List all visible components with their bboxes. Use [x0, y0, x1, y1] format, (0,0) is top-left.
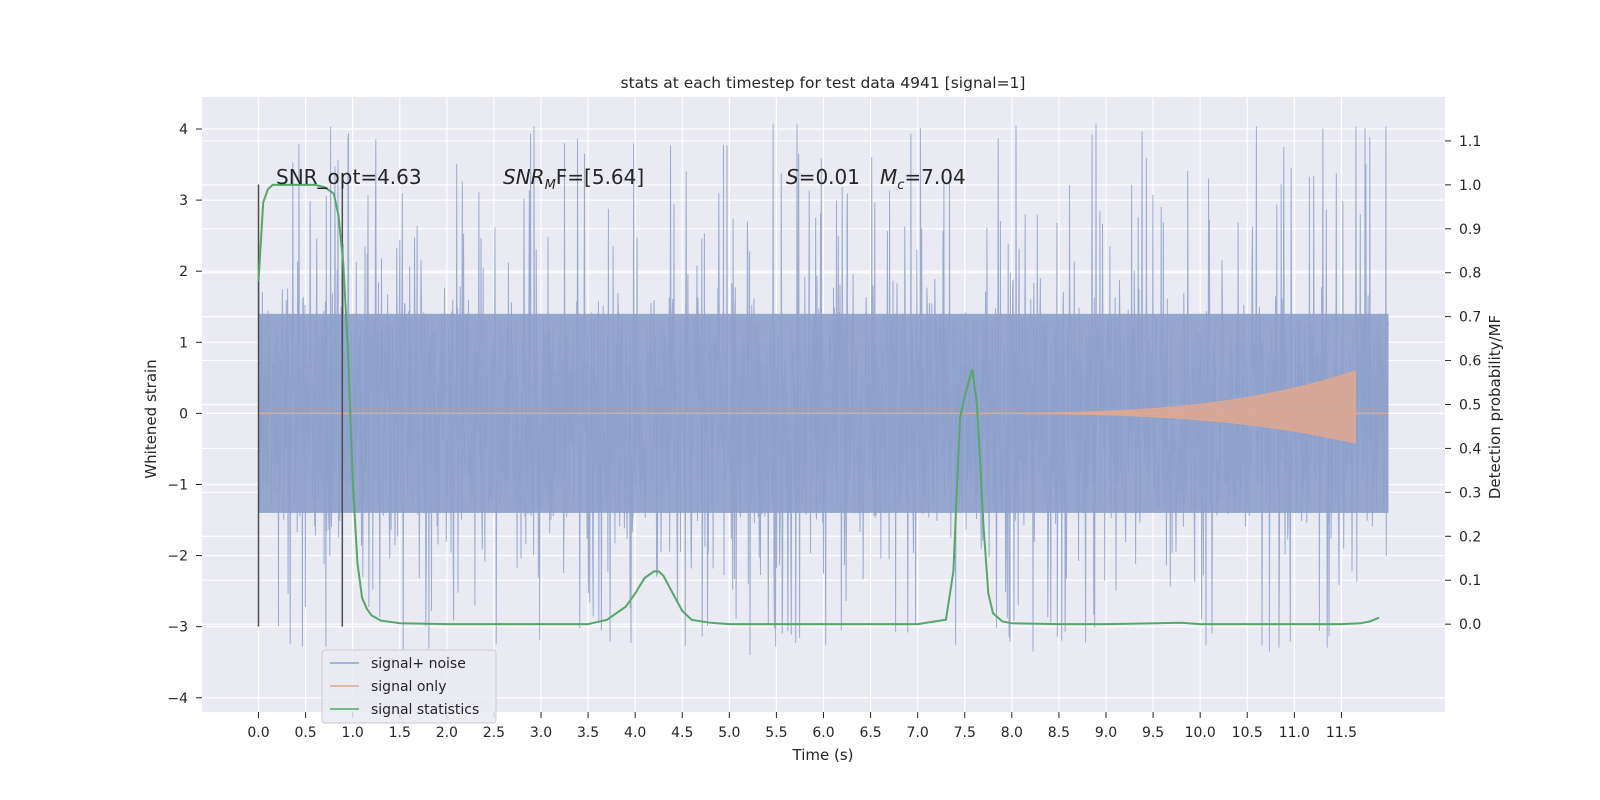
x-tick-label: 2.0: [436, 725, 458, 741]
y-tick-label: −1: [167, 477, 188, 493]
y-right-tick-label: 0.0: [1459, 617, 1481, 633]
y-axis-right-title: Detection probability/MF: [1486, 315, 1504, 499]
x-tick-label: 7.5: [954, 725, 976, 741]
x-tick-label: 3.5: [577, 725, 599, 741]
annotation-snr-opt: SNR_opt=4.63: [276, 165, 422, 189]
statistics-line: [257, 183, 1380, 626]
x-tick-label: 3.0: [530, 725, 552, 741]
legend-box: [321, 649, 497, 724]
ticks: 0.0 0.5 1.0 1.5 2.0 2.5 3.0 3.5 4.0 4.5 5.0 5.5 6.0 6…: [167, 122, 1481, 741]
annotation-snr-mf: SNRMF=[5.64]: [503, 165, 644, 193]
x-tick-label: 11.0: [1279, 725, 1310, 741]
x-tick-label: 9.5: [1142, 725, 1164, 741]
x-tick-label: 5.5: [765, 725, 787, 741]
x-tick-label: 1.0: [342, 725, 364, 741]
y-right-tick-label: 0.1: [1459, 573, 1481, 589]
x-tick-label: 2.5: [483, 725, 505, 741]
legend-label-signal: signal only: [371, 679, 446, 695]
y-tick-label: 1: [179, 335, 188, 351]
y-right-tick-label: 0.6: [1459, 354, 1481, 370]
y-right-tick-label: 1.0: [1459, 178, 1481, 194]
x-tick-label: 4.5: [671, 725, 693, 741]
y-right-tick-label: 0.2: [1459, 529, 1481, 545]
y-tick-label: −3: [167, 620, 188, 636]
x-tick-label: 0.0: [247, 725, 269, 741]
x-tick-label: 4.0: [624, 725, 646, 741]
annotation-s: S=0.01: [786, 165, 860, 189]
y-right-tick-label: 0.5: [1459, 398, 1481, 414]
y-axis-title: Whitened strain: [142, 359, 160, 478]
x-tick-label: 1.5: [389, 725, 411, 741]
x-tick-label: 9.0: [1095, 725, 1117, 741]
y-tick-label: 3: [179, 193, 188, 209]
signal-statistics-series: [257, 183, 1380, 626]
y-right-tick-label: 0.9: [1459, 222, 1481, 238]
legend-label-stats: signal statistics: [371, 702, 479, 718]
x-tick-label: 6.5: [859, 725, 881, 741]
x-axis-title: Time (s): [792, 746, 854, 764]
x-tick-label: 5.0: [718, 725, 740, 741]
x-tick-label: 6.0: [812, 725, 834, 741]
y-tick-label: 0: [179, 406, 188, 422]
y-tick-label: 2: [179, 264, 188, 280]
y-tick-label: −4: [167, 691, 188, 707]
x-tick-label: 0.5: [294, 725, 316, 741]
x-tick-label: 10.5: [1232, 725, 1263, 741]
x-tick-label: 10.0: [1185, 725, 1216, 741]
signal-only-series: [258, 369, 1389, 444]
legend: signal+ noise signal only signal statist…: [321, 649, 497, 724]
y-right-tick-label: 0.3: [1459, 485, 1481, 501]
legend-label-noise: signal+ noise: [371, 656, 466, 672]
annotation-mc: Mc=7.04: [880, 165, 966, 193]
y-right-tick-label: 0.7: [1459, 310, 1481, 326]
y-right-tick-label: 1.1: [1459, 134, 1481, 150]
y-tick-label: 4: [179, 122, 188, 138]
y-tick-label: −2: [167, 549, 188, 565]
x-tick-label: 11.5: [1326, 725, 1357, 741]
chart-title: stats at each timestep for test data 494…: [621, 74, 1026, 92]
y-right-tick-label: 0.8: [1459, 266, 1481, 282]
x-tick-label: 8.5: [1048, 725, 1070, 741]
x-tick-label: 7.0: [907, 725, 929, 741]
y-right-tick-label: 0.4: [1459, 441, 1481, 457]
signal-chirp: [945, 369, 1356, 444]
x-tick-label: 8.0: [1001, 725, 1023, 741]
